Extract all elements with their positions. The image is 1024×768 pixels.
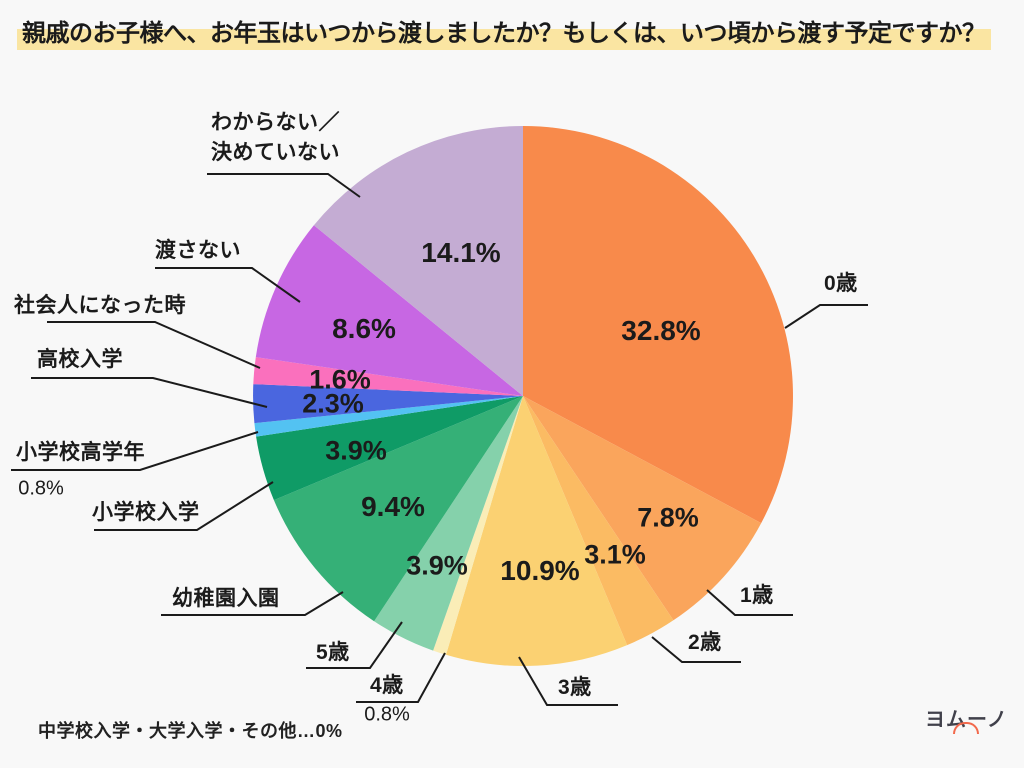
slice-percent-2: 3.1% [584,539,646,570]
leader-line-0 [784,304,868,329]
pie-slice-12 [313,126,523,396]
leader-line-5 [306,621,403,669]
leader-line-4 [356,652,446,703]
pie-slice-4 [433,396,523,655]
leader-line-9 [31,377,268,408]
pie-slice-10 [253,357,524,396]
slice-percent-3: 10.9% [500,555,580,586]
leader-line-11 [155,267,301,303]
slice-percent-11: 8.6% [332,313,396,344]
slice-percent-10: 1.6% [309,364,371,395]
slice-percent-1: 7.8% [637,502,699,533]
slice-label-11: 渡さない [155,239,241,262]
slice-label-3: 3歳 [558,676,592,699]
leader-line-1 [706,589,793,616]
page-title: 親戚のお子様へ、お年玉はいつから渡しましたか？もしくは、いつ頃から渡す予定ですか… [17,16,1012,52]
pie-slice-3 [446,396,628,666]
slice-percent-5: 3.9% [406,550,468,581]
pie-slice-7 [256,396,523,501]
pie-slice-11 [255,225,524,396]
title-highlight-text: 親戚のお子様へ、お年玉はいつから渡しましたか？もしくは、いつ頃から渡す予定ですか… [17,19,991,50]
slice-percent-8: 0.8% [18,477,64,500]
pie-slice-6 [273,396,523,622]
logo-text: ヨムーノ [925,709,1008,731]
pie-slice-0 [523,126,793,524]
slice-label-8: 小学校高学年 [16,441,145,464]
slice-label-0: 0歳 [824,272,858,295]
slice-label-7: 小学校入学 [92,501,200,524]
slice-label-6: 幼稚園入園 [172,587,280,610]
slice-percent-12: 14.1% [421,237,501,268]
slice-percent-0: 32.8% [621,315,701,346]
leader-line-3 [518,656,618,706]
leader-line-6 [161,591,344,616]
footnote: 中学校入学・大学入学・その他…0% [38,721,343,741]
slice-label-5: 5歳 [316,641,350,664]
leader-line-2 [651,636,741,663]
pie-slice-1 [523,396,762,621]
slice-percent-7: 3.9% [325,435,387,466]
slice-percent-9: 2.3% [302,388,364,419]
slice-percent-4: 0.8% [364,703,410,726]
leader-line-12 [207,173,361,198]
slice-label-10: 社会人になった時 [14,294,186,317]
pie-slice-9 [253,384,523,424]
yomuno-logo: ヨムーノ [925,703,1009,743]
leader-line-8 [11,431,259,471]
pie-slice-8 [254,396,523,437]
slice-label-4: 4歳 [370,674,404,697]
pie-slice-5 [374,396,523,651]
slice-label-2: 2歳 [688,631,722,654]
leader-line-7 [94,481,274,531]
slice-label-12: わからない／ 決めていない [211,111,340,164]
slice-percent-6: 9.4% [361,491,425,522]
pie-slice-2 [523,396,674,646]
slice-label-1: 1歳 [740,584,774,607]
slice-label-9: 高校入学 [37,348,123,371]
leader-line-10 [47,321,261,369]
